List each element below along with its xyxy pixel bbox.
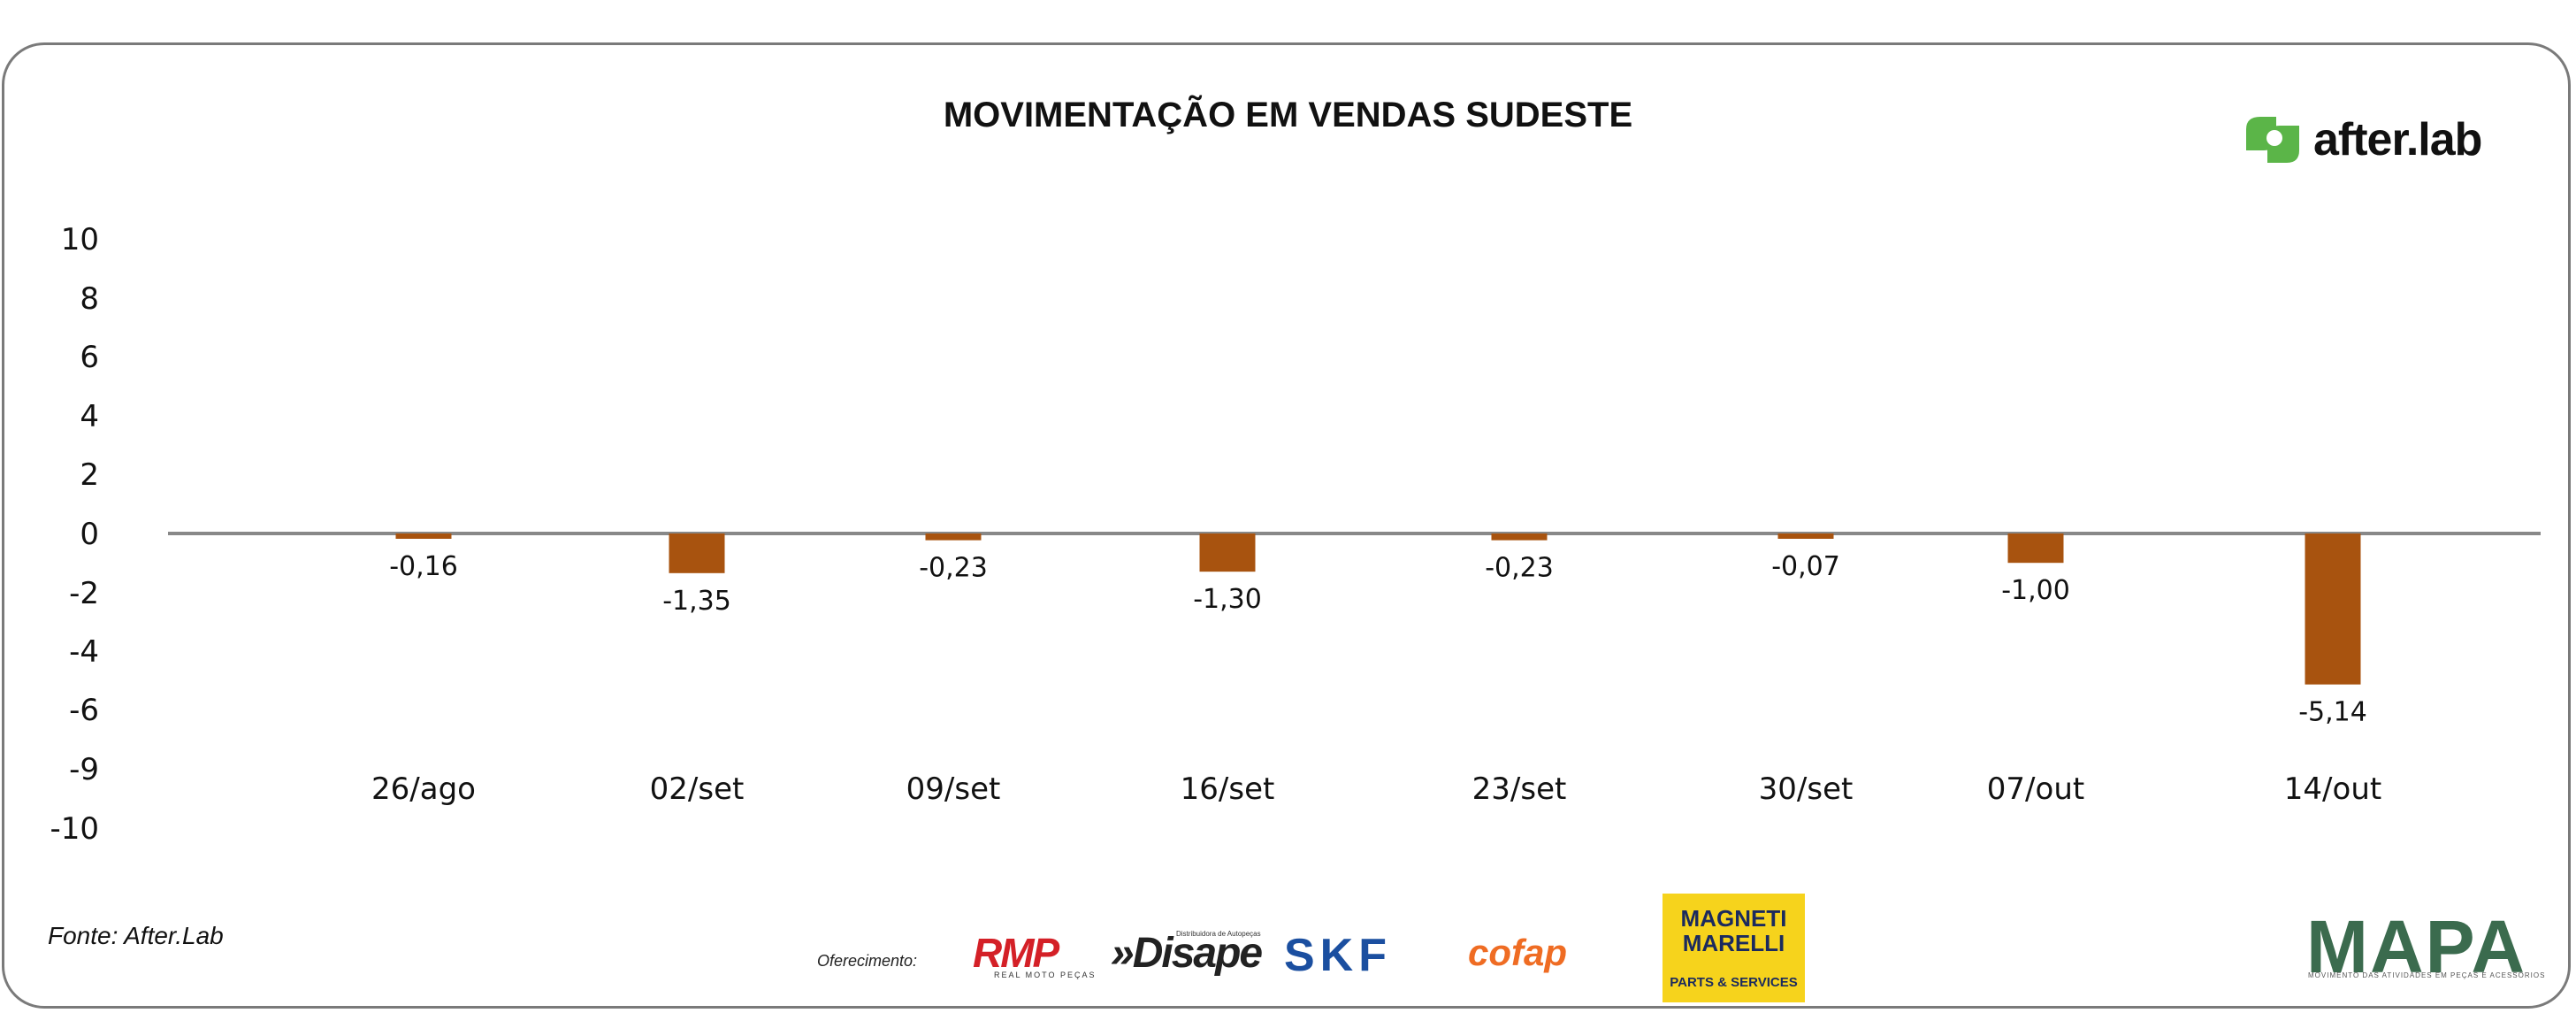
y-tick-label: 8 [80,281,99,317]
after-lab-logo-icon [2246,117,2299,165]
data-label: -0,16 [389,551,458,582]
x-tick-label: 09/set [906,771,1001,807]
data-label: -1,35 [662,586,731,617]
y-tick-label: -4 [69,634,99,670]
data-label: -1,00 [2001,575,2070,606]
data-label: -1,30 [1193,584,1262,615]
rmp-logo-subtitle: REAL MOTO PEÇAS [994,971,1097,979]
disape-logo-subtitle: Distribuidora de Autopeças [1176,930,1261,938]
x-tick-label: 26/ago [371,771,476,807]
after-lab-wordmark: after.lab [2313,114,2482,165]
y-tick-label: -2 [69,576,99,611]
x-tick-label: 14/out [2284,771,2381,807]
y-tick-label: 2 [80,457,99,493]
magneti-line1: MAGNETI [1680,905,1787,932]
skf-logo: SKF [1284,930,1392,981]
bar [1491,533,1548,541]
x-tick-label: 16/set [1181,771,1275,807]
sponsors-label: Oferecimento: [817,952,918,970]
bar [925,533,982,541]
y-tick-label: -9 [69,752,99,787]
data-label: -0,07 [1771,551,1840,582]
magneti-line2: MARELLI [1682,930,1785,956]
bar [395,533,452,539]
x-tick-label: 07/out [1987,771,2084,807]
bar [1777,533,1834,539]
data-label: -0,23 [919,553,988,584]
rmp-logo: RMP [973,930,1059,976]
bar [669,533,725,573]
magneti-marelli-subtitle: PARTS & SERVICES [1670,975,1798,990]
bar [2305,533,2361,685]
y-tick-label: 0 [80,517,99,552]
bar [2007,533,2064,564]
mapa-tagline: MOVIMENTO DAS ATIVIDADES EM PEÇAS E ACES… [2308,971,2546,979]
chart-title: MOVIMENTAÇÃO EM VENDAS SUDESTE [943,96,1633,134]
y-tick-label: -6 [69,693,99,728]
data-label: -0,23 [1485,553,1554,584]
magneti-marelli-name: MAGNETI MARELLI [1663,906,1805,955]
x-tick-label: 30/set [1759,771,1854,807]
source-note: Fonte: After.Lab [48,922,224,949]
disape-logo: »Disape [1111,930,1263,977]
y-tick-label: -10 [50,811,99,847]
y-tick-label: 4 [80,399,99,434]
mapa-logo: MAPA [2306,905,2527,988]
x-tick-label: 23/set [1472,771,1567,807]
y-tick-label: 6 [80,340,99,375]
after-lab-logo: after.lab [2241,111,2488,168]
magneti-marelli-logo: MAGNETI MARELLI PARTS & SERVICES [1663,894,1805,1002]
chart-card [2,42,2571,1009]
data-label: -5,14 [2298,697,2367,728]
x-tick-label: 02/set [650,771,745,807]
bar [1199,533,1256,572]
y-tick-label: 10 [61,222,99,257]
cofap-logo: cofap [1468,932,1568,973]
